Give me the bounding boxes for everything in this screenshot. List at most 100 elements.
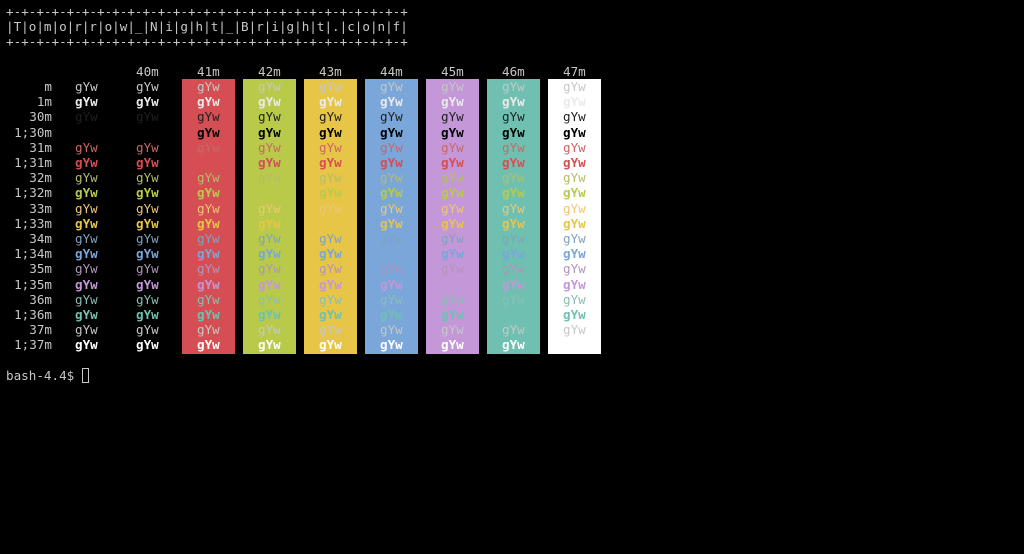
- column-header: 45m: [441, 64, 464, 79]
- sample-text: gYw: [197, 94, 220, 110]
- sample-text: gYw: [380, 170, 403, 186]
- color-block: [304, 79, 357, 354]
- sample-text: gYw: [502, 109, 525, 125]
- sample-text: gYw: [441, 94, 464, 110]
- column-header: 43m: [319, 64, 342, 79]
- sample-text: gYw: [319, 276, 342, 292]
- sample-text: gYw: [502, 291, 525, 307]
- color-block: [365, 79, 418, 354]
- sample-text: gYw: [75, 185, 98, 201]
- row-label: 1;33m: [14, 215, 52, 231]
- sample-text: gYw: [380, 215, 403, 231]
- sample-text: gYw: [75, 246, 98, 262]
- color-block: [426, 79, 479, 354]
- row-label: 1;31m: [14, 155, 52, 170]
- sample-text: gYw: [502, 246, 525, 262]
- sample-text: gYw: [319, 261, 342, 277]
- sample-text: gYw: [319, 94, 342, 110]
- sample-text: gYw: [563, 246, 586, 262]
- column-header: 42m: [258, 64, 281, 79]
- sample-text: gYw: [563, 170, 586, 186]
- sample-text: gYw: [197, 170, 220, 186]
- sample-text: gYw: [258, 124, 281, 140]
- sample-text: gYw: [441, 322, 464, 338]
- sample-text: gYw: [380, 124, 403, 140]
- sample-text: gYw: [258, 185, 281, 201]
- row-label: 37m: [29, 322, 52, 338]
- sample-text: gYw: [258, 307, 281, 322]
- sample-text: gYw: [75, 155, 98, 170]
- sample-text: gYw: [197, 215, 220, 231]
- sample-text: gYw: [380, 337, 403, 353]
- sample-text: gYw: [563, 322, 586, 338]
- sample-text: gYw: [319, 139, 342, 155]
- sample-text: gYw: [319, 124, 342, 140]
- sample-text: gYw: [441, 79, 464, 94]
- sample-text: gYw: [136, 231, 159, 246]
- sample-text: gYw: [502, 170, 525, 186]
- sample-text: gYw: [75, 291, 98, 307]
- sample-text: gYw: [563, 337, 586, 353]
- sample-text: gYw: [136, 337, 159, 353]
- sample-text: gYw: [136, 139, 159, 155]
- sample-text: gYw: [75, 322, 98, 338]
- sample-text: gYw: [75, 94, 98, 110]
- sample-text: gYw: [502, 261, 525, 277]
- sample-text: gYw: [441, 109, 464, 125]
- sample-text: gYw: [197, 139, 220, 155]
- banner-border: +-+-+-+-+-+-+-+-+-+-+-+-+-+-+-+-+-+-+-+-…: [6, 34, 408, 49]
- sample-text: gYw: [563, 155, 586, 170]
- sample-text: gYw: [502, 307, 525, 322]
- sample-text: gYw: [441, 231, 464, 246]
- sample-text: gYw: [75, 231, 98, 246]
- sample-text: gYw: [380, 79, 403, 94]
- sample-text: gYw: [319, 307, 342, 322]
- sample-text: gYw: [502, 231, 525, 246]
- row-label: 1m: [36, 94, 52, 110]
- sample-text: gYw: [197, 276, 220, 292]
- sample-text: gYw: [441, 261, 464, 277]
- sample-text: gYw: [502, 155, 525, 170]
- sample-text: gYw: [380, 185, 403, 201]
- sample-text: gYw: [441, 170, 464, 186]
- sample-text: gYw: [75, 109, 98, 125]
- sample-text: gYw: [441, 200, 464, 216]
- sample-text: gYw: [197, 337, 220, 353]
- row-label: 34m: [29, 231, 52, 246]
- sample-text: gYw: [502, 337, 525, 353]
- sample-text: gYw: [441, 307, 464, 322]
- sample-text: gYw: [502, 322, 525, 338]
- sample-text: gYw: [258, 231, 281, 246]
- sample-text: gYw: [380, 322, 403, 338]
- sample-text: gYw: [75, 170, 98, 186]
- sample-text: gYw: [563, 109, 586, 125]
- sample-text: gYw: [319, 231, 342, 246]
- sample-text: gYw: [319, 337, 342, 353]
- sample-text: gYw: [319, 170, 342, 186]
- sample-text: gYw: [136, 155, 159, 170]
- sample-text: gYw: [380, 307, 403, 322]
- sample-text: gYw: [258, 200, 281, 216]
- sample-text: gYw: [136, 170, 159, 186]
- sample-text: gYw: [75, 215, 98, 231]
- sample-text: gYw: [136, 246, 159, 262]
- sample-text: gYw: [258, 322, 281, 338]
- sample-text: gYw: [502, 79, 525, 94]
- sample-text: gYw: [502, 139, 525, 155]
- color-block: [548, 79, 601, 354]
- sample-text: gYw: [75, 307, 98, 322]
- sample-text: gYw: [563, 124, 586, 140]
- sample-text: gYw: [258, 246, 281, 262]
- sample-text: gYw: [258, 155, 281, 170]
- sample-text: gYw: [441, 276, 464, 292]
- sample-text: gYw: [136, 276, 159, 292]
- sample-text: gYw: [197, 322, 220, 338]
- sample-text: gYw: [258, 109, 281, 125]
- sample-text: gYw: [441, 139, 464, 155]
- sample-text: gYw: [197, 261, 220, 277]
- sample-text: gYw: [136, 94, 159, 110]
- sample-text: gYw: [258, 79, 281, 94]
- row-label: 31m: [29, 139, 52, 155]
- sample-text: gYw: [319, 109, 342, 125]
